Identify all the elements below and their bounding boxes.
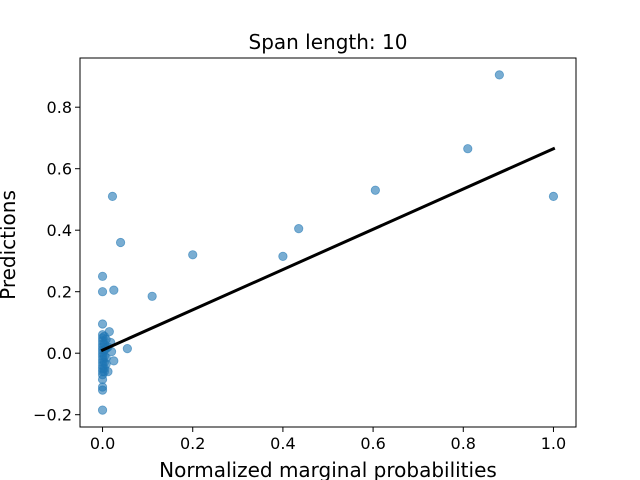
data-point [97, 405, 108, 415]
x-tick-label: 0.2 [180, 434, 205, 453]
data-point [97, 385, 108, 395]
data-point [115, 237, 126, 248]
chart-title: Span length: 10 [249, 30, 408, 54]
x-axis-label: Normalized marginal probabilities [159, 458, 497, 480]
data-point [278, 251, 288, 261]
x-tick-label: 0.8 [451, 434, 476, 453]
y-tick-label: −0.2 [33, 406, 72, 425]
y-tick-label: 0.8 [47, 98, 72, 117]
data-point [494, 70, 504, 80]
y-tick-label: 0.2 [47, 283, 72, 302]
data-point [101, 359, 111, 369]
data-point [147, 291, 157, 301]
data-point [104, 327, 114, 337]
data-point [463, 144, 473, 154]
data-point [103, 367, 113, 377]
regression-line [100, 146, 556, 353]
y-tick-label: 0.4 [47, 221, 72, 240]
x-tick-label: 1.0 [541, 434, 566, 453]
x-tick-label: 0.0 [90, 434, 115, 453]
data-point [109, 285, 119, 295]
data-point [294, 224, 304, 234]
y-axis-ticks: −0.2 0.0 0.2 0.4 0.6 0.8 [33, 98, 80, 425]
x-tick-label: 0.4 [270, 434, 295, 453]
data-point [97, 319, 108, 329]
data-point [188, 250, 198, 260]
y-tick-label: 0.6 [47, 160, 72, 179]
y-axis-label: Predictions [0, 190, 20, 300]
data-point [97, 271, 108, 281]
data-point [97, 374, 108, 384]
plot-area-frame [79, 57, 577, 428]
data-point [107, 191, 118, 201]
data-point [548, 191, 559, 201]
regression-line-layer [100, 146, 556, 353]
data-point [97, 287, 108, 297]
data-point [370, 185, 380, 195]
x-axis-ticks: 0.0 0.2 0.4 0.6 0.8 1.0 [90, 427, 566, 453]
data-point [109, 356, 119, 366]
data-points [97, 70, 559, 415]
y-tick-label: 0.0 [47, 344, 72, 363]
data-point [122, 343, 132, 354]
x-tick-label: 0.6 [360, 434, 385, 453]
